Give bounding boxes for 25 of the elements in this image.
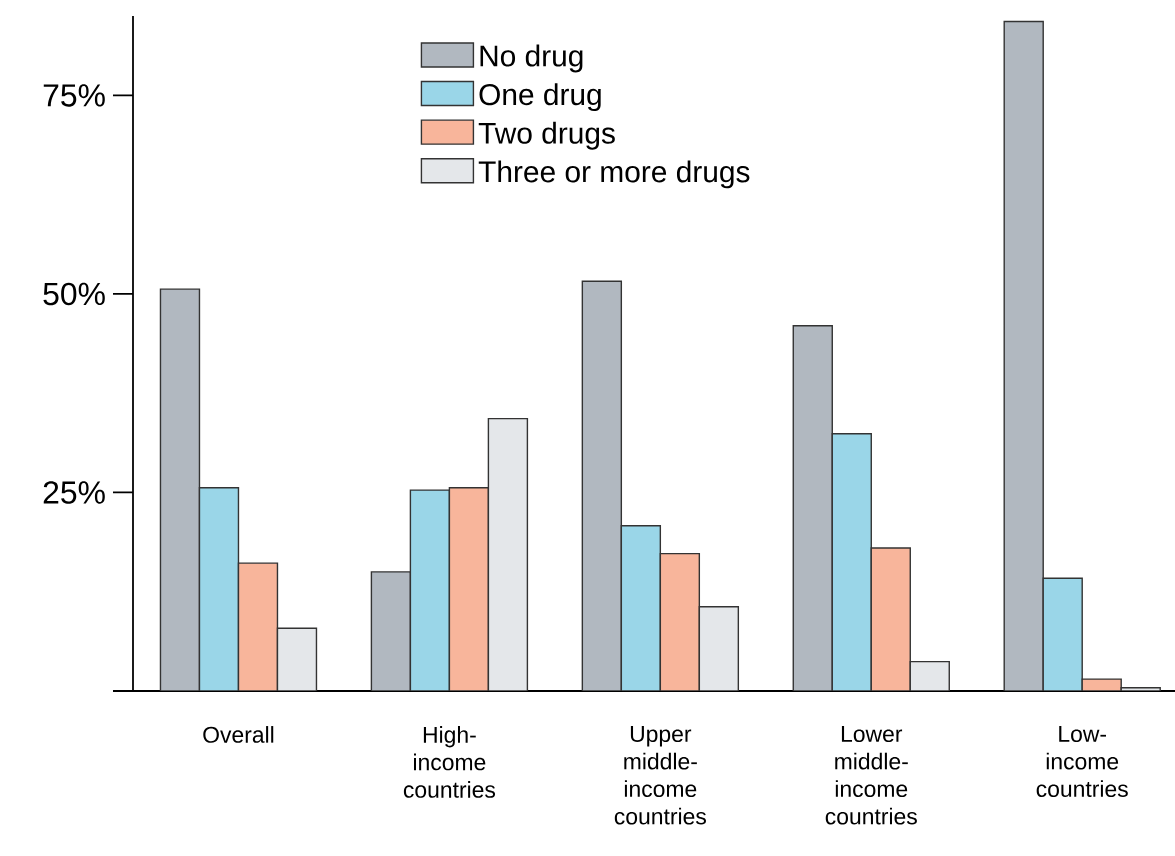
y-tick-label: 50% [43, 282, 105, 306]
x-tick-label: Upper middle-income countries [614, 726, 706, 825]
legend-label: Three or more drugs [478, 160, 750, 189]
bar [581, 280, 623, 691]
x-tick-label: Lower middle-income countries [825, 726, 917, 825]
x-tick-label: Overall [203, 726, 274, 743]
bar [909, 660, 950, 691]
x-tick-label: Low-income countries [1036, 726, 1128, 798]
bar [698, 606, 740, 691]
bar [870, 547, 911, 691]
bar [659, 552, 701, 691]
legend-label: One drug [479, 83, 601, 112]
bar [487, 417, 529, 691]
x-tick-label: High-income countries [403, 726, 496, 798]
bar [1003, 20, 1044, 691]
y-tick-label: 25% [43, 481, 105, 504]
bar [448, 487, 490, 691]
legend-label: No drug [480, 44, 583, 73]
bar [370, 571, 412, 691]
bar [237, 562, 279, 691]
legend-label: Two drugs [478, 121, 615, 150]
bar [792, 325, 833, 691]
y-tick-label: 75% [43, 84, 105, 107]
bar [276, 627, 318, 691]
bar [159, 288, 201, 691]
